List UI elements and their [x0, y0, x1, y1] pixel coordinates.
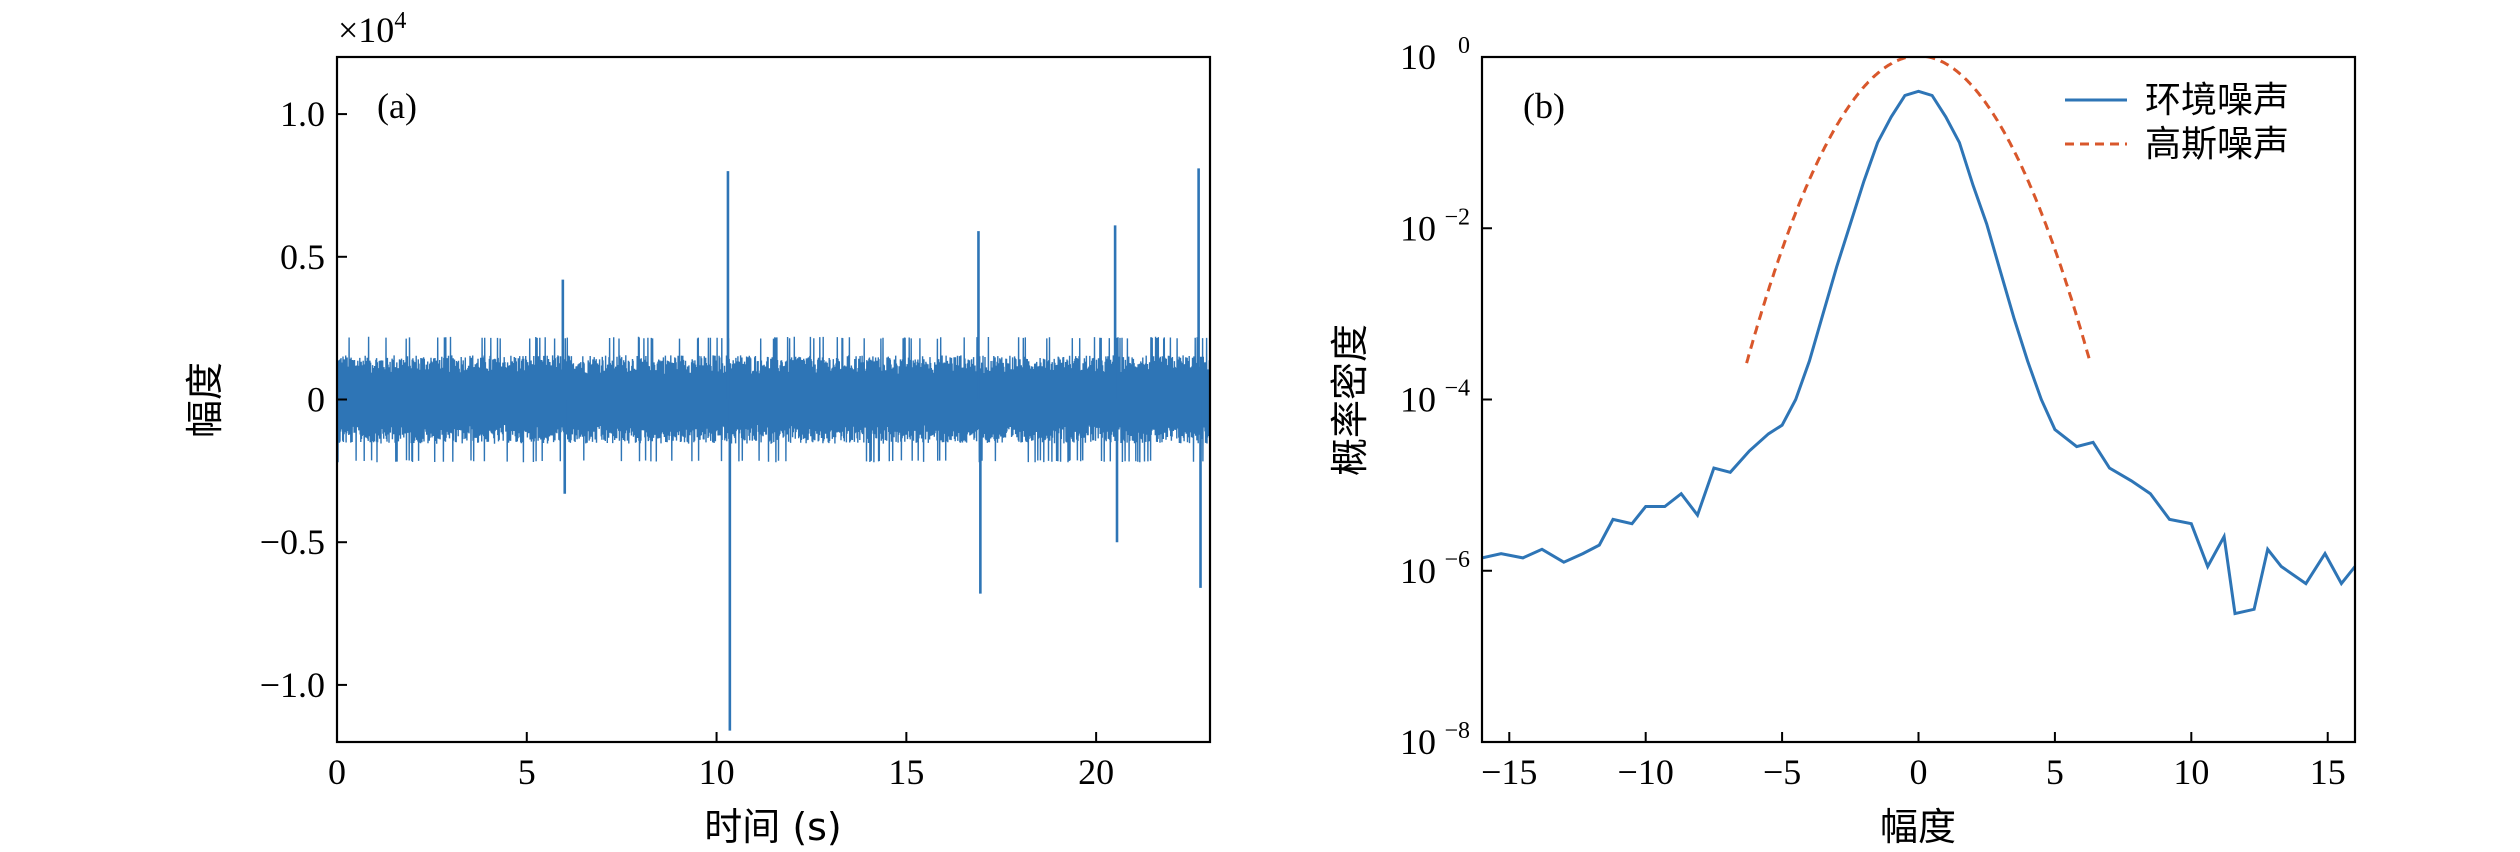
b-y-tick-exponent: 0 [1458, 33, 1470, 59]
a-x-tick-label: 5 [518, 752, 536, 792]
panel-b-pdf: −15 −10 −5 0 5 10 15 10 −8 10 −6 10 −4 10 −2 10 0 (b) 幅度… [1328, 33, 2357, 849]
a-x-axis-title: 时间 (s) [704, 805, 842, 849]
b-x-tick-label: −15 [1481, 752, 1537, 792]
b-y-tick-exponent: −4 [1444, 376, 1470, 402]
b-y-tick-label: 10 [1400, 722, 1436, 762]
b-y-axis-title: 概率密度 [1328, 324, 1372, 476]
b-legend: 环境噪声 高斯噪声 [2065, 80, 2289, 165]
b-plot-data [1482, 57, 2355, 616]
b-panel-label: (b) [1523, 86, 1565, 126]
a-noise-trace [336, 336, 1211, 463]
a-x-tick-label: 20 [1078, 752, 1114, 792]
b-y-tick-exponent: −8 [1444, 718, 1470, 744]
a-y-tick-label: 0.5 [280, 237, 325, 277]
b-ticks: −15 −10 −5 0 5 10 15 10 −8 10 −6 10 −4 10 −2 10 0 [1400, 33, 2346, 792]
b-y-tick-exponent: −6 [1444, 547, 1470, 573]
a-plot-data [336, 168, 1211, 731]
panel-a-time-series: 0 5 10 15 20−1.0−0.500.51.0 ×104 (a) 时间 (s) … [183, 8, 1212, 849]
a-x-tick-label: 10 [699, 752, 735, 792]
b-x-tick-label: −10 [1618, 752, 1674, 792]
b-y-tick-label: 10 [1400, 380, 1436, 420]
b-series-env-noise [1482, 89, 2355, 616]
a-scale-multiplier: ×104 [338, 8, 406, 50]
a-y-axis-title: 幅度 [183, 362, 227, 438]
b-x-tick-label: 5 [2046, 752, 2064, 792]
b-y-tick-label: 10 [1400, 208, 1436, 248]
legend-label-env-noise: 环境噪声 [2145, 80, 2289, 121]
a-x-tick-label: 15 [888, 752, 924, 792]
a-y-tick-label: −1.0 [260, 665, 325, 705]
a-ticks: 0 5 10 15 20 −1.0 −0.5 0 0.5 1.0 [260, 94, 1114, 792]
b-series-gauss-noise [1745, 57, 2092, 364]
b-y-tick-label: 10 [1400, 37, 1436, 77]
b-y-tick-exponent: −2 [1444, 204, 1470, 230]
b-x-tick-label: −5 [1763, 752, 1801, 792]
b-x-tick-label: 10 [2173, 752, 2209, 792]
b-x-axis-title: 幅度 [1880, 805, 1956, 849]
a-y-tick-label: −0.5 [260, 522, 325, 562]
a-panel-label: (a) [377, 86, 417, 126]
a-y-tick-label: 1.0 [280, 94, 325, 134]
b-y-tick-label: 10 [1400, 551, 1436, 591]
b-x-tick-label: 15 [2310, 752, 2346, 792]
a-x-tick-label: 0 [328, 752, 346, 792]
a-y-tick-label: 0 [307, 380, 325, 420]
b-x-tick-label: 0 [1910, 752, 1928, 792]
legend-label-gauss-noise: 高斯噪声 [2145, 124, 2289, 165]
